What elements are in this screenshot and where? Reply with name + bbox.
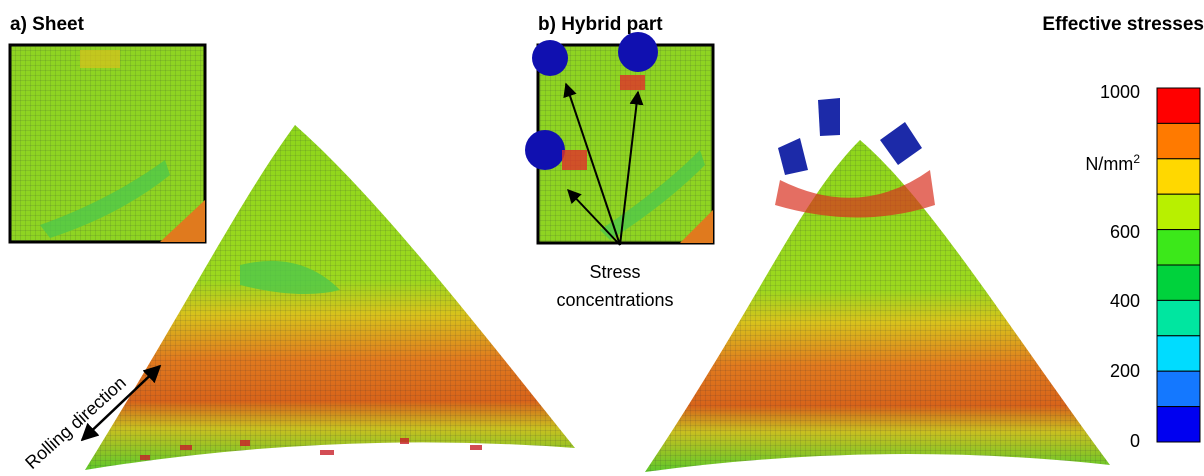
hybrid-model	[645, 98, 1110, 472]
colorbar-label: 200	[1110, 361, 1140, 381]
inset-hybrid	[525, 32, 713, 243]
annotation-text: Stress	[589, 262, 640, 282]
colorbar-label: 600	[1110, 222, 1140, 242]
colorbar-segment	[1157, 407, 1200, 442]
annotation-text: concentrations	[556, 290, 673, 310]
colorbar-segment	[1157, 265, 1200, 300]
colorbar-segment	[1157, 123, 1200, 158]
colorbar-segment	[1157, 194, 1200, 229]
colorbar-segment	[1157, 371, 1200, 406]
colorbar-segment	[1157, 88, 1200, 123]
inset-sheet	[10, 45, 205, 242]
colorbar-label: 0	[1130, 431, 1140, 451]
panel-label: b) Hybrid part	[538, 14, 663, 35]
panel-label: a) Sheet	[10, 14, 85, 35]
colorbar-segment	[1157, 230, 1200, 265]
colorbar-segment	[1157, 336, 1200, 371]
colorbar-segment	[1157, 159, 1200, 194]
colorbar-unit: N/mm2	[1085, 152, 1140, 174]
colorbar: 1000 600 400 200 0	[1100, 82, 1200, 451]
colorbar-segment	[1157, 300, 1200, 335]
unit-exponent: 2	[1133, 152, 1140, 166]
unit-base: N/mm	[1085, 154, 1133, 174]
figure: a) Sheet Rolling direction b) Hybrid par…	[0, 0, 1204, 476]
colorbar-label: 400	[1110, 291, 1140, 311]
colorbar-label: 1000	[1100, 82, 1140, 102]
colorbar-title: Effective stresses	[1042, 14, 1204, 35]
